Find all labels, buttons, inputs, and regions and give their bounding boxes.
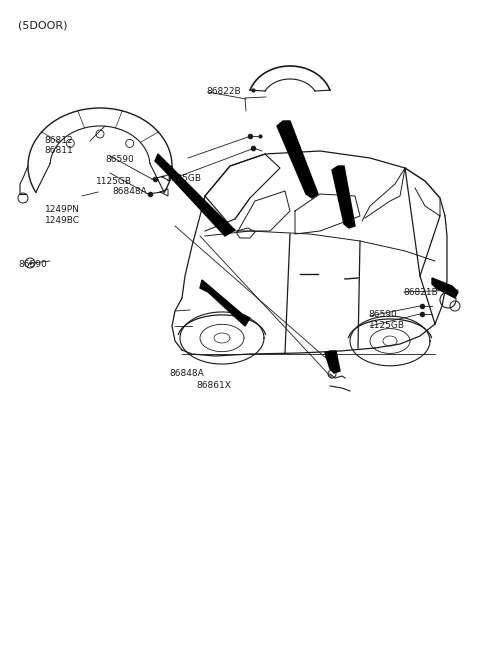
Text: 86822B: 86822B: [206, 87, 241, 96]
Text: 86590: 86590: [369, 310, 397, 319]
Text: 86590: 86590: [18, 260, 47, 269]
Polygon shape: [325, 351, 340, 373]
Polygon shape: [332, 166, 355, 228]
Text: 86821B: 86821B: [403, 288, 438, 297]
Text: 1125GB: 1125GB: [369, 321, 405, 330]
Text: 86590: 86590: [106, 155, 134, 164]
Text: 1249PN: 1249PN: [45, 205, 80, 215]
Text: 86812: 86812: [45, 136, 73, 145]
Polygon shape: [277, 121, 318, 198]
Text: 86848A: 86848A: [169, 369, 204, 379]
Text: 86861X: 86861X: [197, 380, 232, 390]
Text: 1125GB: 1125GB: [166, 174, 202, 183]
Text: 1125GB: 1125GB: [96, 176, 132, 186]
Text: (5DOOR): (5DOOR): [18, 21, 68, 31]
Polygon shape: [432, 278, 458, 298]
Polygon shape: [200, 280, 250, 326]
Text: 1249BC: 1249BC: [45, 216, 80, 225]
Polygon shape: [155, 154, 235, 236]
Text: 86811: 86811: [45, 146, 73, 155]
Text: 86848A: 86848A: [113, 187, 147, 196]
